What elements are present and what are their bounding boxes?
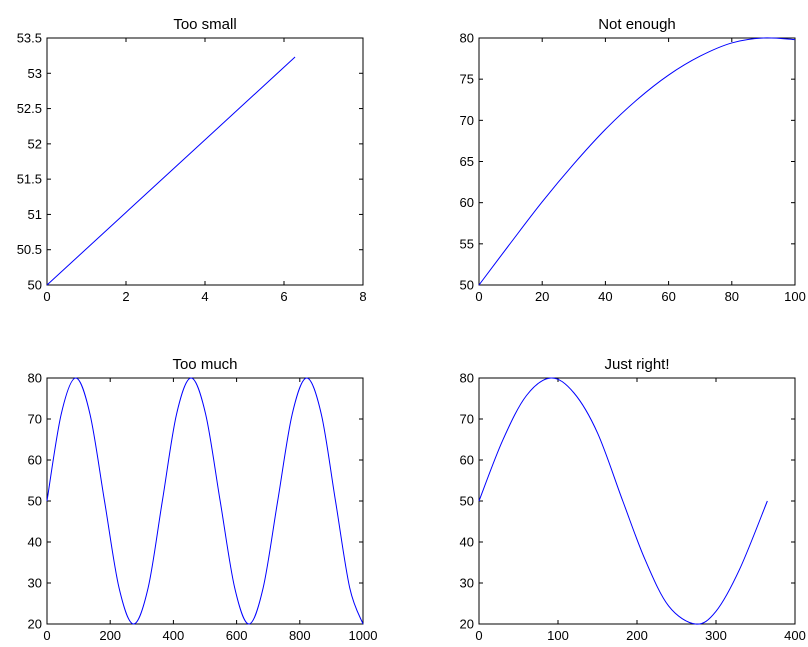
y-tick-label: 40: [28, 535, 42, 550]
y-tick-label: 60: [460, 195, 474, 210]
y-tick-label: 30: [28, 576, 42, 591]
x-tick-label: 200: [99, 628, 121, 643]
x-tick-label: 400: [163, 628, 185, 643]
plot-area: [46, 37, 364, 286]
x-tick-label: 6: [280, 289, 287, 304]
x-tick-label: 0: [475, 289, 482, 304]
x-tick-label: 200: [626, 628, 648, 643]
x-tick-label: 60: [661, 289, 675, 304]
y-tick-label: 52.5: [17, 101, 42, 116]
y-tick-label: 30: [460, 576, 474, 591]
subplot-not-enough: Not enough 0 20 40 60 80 100 50 55 60 65 70 75 80: [460, 16, 806, 304]
y-tick-label: 40: [460, 535, 474, 550]
x-tick-label: 300: [705, 628, 727, 643]
chart-title: Just right!: [604, 356, 669, 373]
x-tick-label: 20: [535, 289, 549, 304]
y-tick-label: 60: [460, 453, 474, 468]
x-tick-label: 2: [122, 289, 129, 304]
x-tick-label: 4: [201, 289, 208, 304]
y-tick-label: 55: [460, 236, 474, 251]
y-tick-label: 60: [28, 453, 42, 468]
x-tick-label: 100: [547, 628, 569, 643]
x-tick-label: 800: [289, 628, 311, 643]
x-tick-label: 80: [725, 289, 739, 304]
series-line: [46, 56, 296, 286]
series-line: [478, 377, 768, 625]
y-tick-label: 75: [460, 72, 474, 87]
y-tick-label: 70: [28, 412, 42, 427]
x-tick-label: 1000: [349, 628, 378, 643]
y-tick-label: 51.5: [17, 172, 42, 187]
y-tick-label: 80: [28, 371, 42, 386]
x-tick-label: 0: [43, 289, 50, 304]
plot-area: [46, 377, 364, 625]
y-tick-label: 80: [460, 371, 474, 386]
subplot-too-small: Too small 0 2 4 6 8 50 50.5 51 51.5 52 52.5 53 53.5: [17, 16, 367, 304]
subplot-just-right: Just right! 0 100 200 300 400 20 30 40 50 60 70 80: [460, 356, 806, 643]
y-tick-label: 65: [460, 154, 474, 169]
x-tick-label: 8: [359, 289, 366, 304]
plot-area: [478, 377, 796, 625]
y-tick-label: 50: [460, 494, 474, 509]
x-tick-label: 400: [784, 628, 806, 643]
plot-area: [478, 37, 796, 286]
series-line: [478, 37, 796, 286]
x-tick-label: 0: [475, 628, 482, 643]
y-tick-label: 20: [28, 617, 42, 632]
y-tick-label: 51: [28, 207, 42, 222]
y-tick-label: 53.5: [17, 31, 42, 46]
y-tick-label: 50: [28, 494, 42, 509]
y-tick-label: 53: [28, 66, 42, 81]
chart-title: Too much: [172, 356, 237, 373]
subplot-too-much: Too much 0 200 400 600 800 1000 20 30 40 50 60 70 80: [28, 356, 378, 643]
series-line: [46, 377, 364, 625]
y-tick-label: 50.5: [17, 242, 42, 257]
x-tick-label: 0: [43, 628, 50, 643]
chart-title: Not enough: [598, 16, 676, 33]
x-tick-label: 600: [226, 628, 248, 643]
y-tick-label: 52: [28, 136, 42, 151]
y-tick-label: 50: [28, 278, 42, 293]
x-tick-label: 100: [784, 289, 806, 304]
y-tick-label: 70: [460, 113, 474, 128]
x-tick-label: 40: [598, 289, 612, 304]
y-tick-label: 20: [460, 617, 474, 632]
y-tick-label: 50: [460, 278, 474, 293]
y-tick-label: 70: [460, 412, 474, 427]
y-tick-label: 80: [460, 31, 474, 46]
chart-title: Too small: [173, 16, 236, 33]
